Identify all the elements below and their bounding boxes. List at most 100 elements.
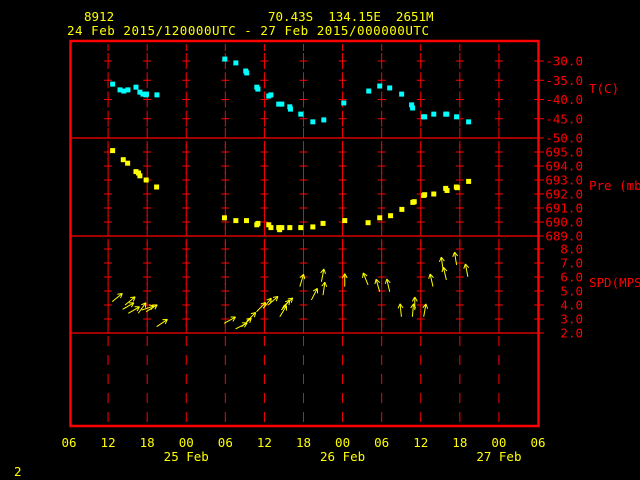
x-tick-label: 06 [374, 435, 389, 450]
pressure-point [365, 220, 371, 226]
temperature-point [244, 70, 250, 76]
y-tick-label: 7.0 [560, 256, 583, 271]
wind-arrow-shaft [145, 304, 158, 313]
wind-arrow-head [452, 251, 456, 257]
plot-frame [69, 39, 540, 428]
y-tick-label: 692.0 [545, 187, 583, 202]
wind-arrow-head [120, 293, 123, 299]
wind-arrow-shaft [156, 319, 168, 328]
wind-arrow-head [428, 273, 431, 279]
temperature-point [233, 60, 239, 66]
wind-arrow [441, 266, 448, 281]
x-tick-label: 18 [140, 435, 155, 450]
temperature-point [422, 114, 428, 120]
page-number: 2 [14, 464, 22, 479]
station-id: 8912 [84, 9, 114, 24]
y-axis-label: Pre (mb) [589, 178, 640, 193]
wind-arrow [128, 306, 140, 314]
temperature-point [133, 84, 139, 90]
wind-arrow [310, 287, 319, 301]
temperature-point [399, 91, 405, 97]
y-tick-label: -45.0 [545, 111, 583, 126]
axes: -30.0-35.0-40.0-45.0-50.0T(C)695.0694.06… [61, 54, 640, 465]
wind-arrow-shaft [124, 296, 136, 306]
temperature-point [377, 83, 383, 89]
station-location: 70.43S 134.15E 2651M [268, 9, 434, 24]
wind-arrow-head [324, 281, 328, 288]
wind-arrow-shaft [262, 297, 272, 309]
wind-arrow-shaft [322, 282, 326, 296]
pressure-point [342, 218, 348, 224]
wind-arrow-shaft [429, 273, 434, 287]
temperature-point [366, 88, 372, 94]
wind-arrow-shaft [442, 267, 447, 281]
wind-arrow-head [422, 303, 427, 309]
x-date-label: 25 Feb [164, 449, 209, 464]
x-tick-label: 18 [296, 435, 311, 450]
wind-arrow-shaft [375, 279, 381, 292]
x-tick-label: 06 [218, 435, 233, 450]
temperature-point [222, 56, 228, 62]
x-tick-label: 06 [61, 435, 76, 450]
temperature-point [466, 119, 472, 125]
pressure-point [320, 220, 326, 226]
temperature-point [144, 91, 150, 97]
pressure-point [454, 185, 460, 191]
wind-arrow-head [397, 303, 401, 309]
wind-arrow-head [287, 297, 293, 300]
wind-arrow-head [454, 251, 459, 257]
wind-arrow-head [290, 297, 294, 303]
temperature-point [444, 111, 450, 117]
x-tick-label: 18 [452, 435, 467, 450]
wind-arrow-shaft [282, 297, 294, 308]
wind-arrow-head [266, 297, 272, 301]
wind-arrow [341, 273, 348, 287]
pressure-point [135, 170, 141, 176]
temperature-point [117, 87, 123, 93]
wind-arrow-head [463, 263, 466, 269]
wind-arrow-head [117, 292, 123, 295]
pressure-point [125, 160, 131, 166]
data-marks [110, 56, 472, 330]
wind-arrow-head [443, 266, 448, 272]
temperature-point [409, 102, 415, 108]
wind-arrow-head [410, 303, 414, 309]
wind-arrow-shaft [423, 303, 427, 317]
y-tick-label: 693.0 [545, 173, 583, 188]
wind-arrow-head [275, 296, 279, 302]
temperature-point [341, 100, 347, 106]
pressure-point [233, 218, 239, 224]
x-date-label: 27 Feb [476, 449, 521, 464]
wind-arrow [362, 272, 369, 286]
y-tick-label: -50.0 [545, 131, 583, 146]
temperature-point [310, 119, 316, 125]
y-tick-label: 694.0 [545, 159, 583, 174]
temperature-point [154, 92, 160, 98]
wind-arrow-shaft [454, 252, 458, 266]
wind-arrow [321, 281, 328, 296]
y-tick-label: -30.0 [545, 54, 583, 69]
pressure-point [287, 225, 293, 231]
wind-arrow [282, 297, 294, 308]
temperature-point [454, 114, 460, 120]
wind-arrow-head [386, 278, 391, 284]
x-tick-label: 12 [257, 435, 272, 450]
temperature-point [279, 101, 285, 107]
temperature-point [298, 111, 304, 117]
wind-arrow-head [284, 299, 290, 303]
wind-arrow-shaft [141, 305, 155, 311]
wind-arrow [452, 251, 459, 266]
wind-arrow-shaft [464, 263, 469, 277]
wind-arrow-head [411, 296, 416, 302]
wind-arrow-head [312, 287, 318, 292]
y-tick-label: 695.0 [545, 145, 583, 160]
pressure-point [221, 215, 227, 221]
wind-arrow-head [438, 256, 442, 262]
wind-arrow-shaft [246, 312, 257, 323]
wind-arrow [384, 278, 391, 292]
wind-arrow-head [323, 268, 326, 274]
wind-arrow-head [154, 304, 158, 310]
wind-arrow [156, 318, 168, 328]
wind-arrow [320, 268, 326, 282]
wind-arrow-head [303, 274, 306, 280]
